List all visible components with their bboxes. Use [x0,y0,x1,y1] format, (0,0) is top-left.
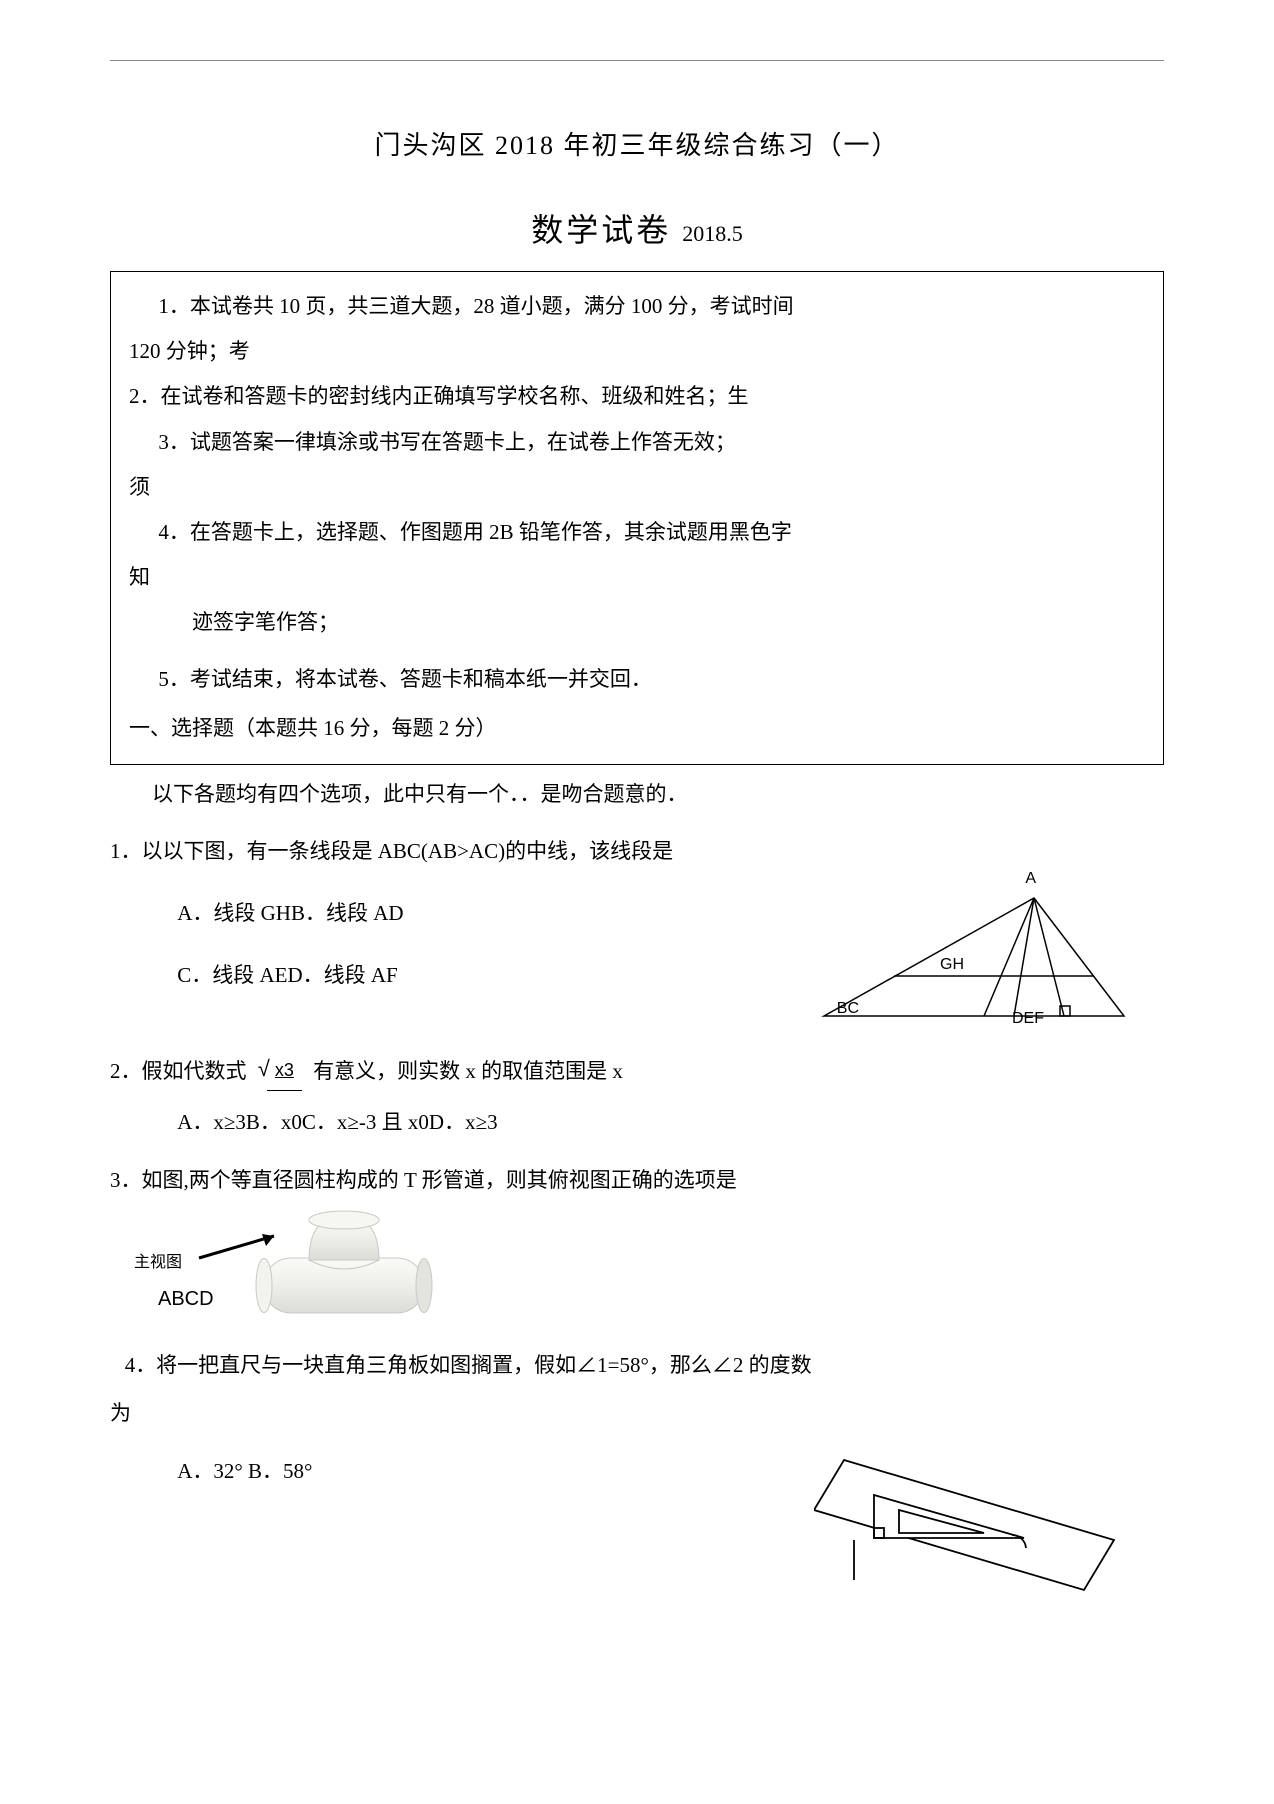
instr-line-4b: 迹签字笔作答； [129,600,1145,645]
q1-optB: B．线段 AD [291,901,404,925]
instr-side-zhi: 知 [129,555,1145,600]
q2-stem: 2．假如代数式 √x3 有意义，则实数 x 的取值范围是 x [110,1052,1164,1094]
title-main: 门头沟区 2018 年初三年级综合练习（一） [110,121,1164,170]
ruler-triangle-icon [814,1440,1134,1610]
q4-stem: 4．将一把直尺与一块直角三角板如图搁置，假如∠1=58°，那么∠2 的度数 [110,1346,1164,1386]
spacer [129,645,1145,657]
q1-optC: C．线段 AE [177,963,287,987]
title-date: 2018.5 [682,221,743,246]
section1-heading: 一、选择题（本题共 16 分，每题 2 分） [129,706,1145,751]
q3-view-label: 主视图 [134,1248,182,1278]
q1-stem: 1．以以下图，有一条线段是 ABC(AB>AC)的中线，该线段是 [110,832,1164,872]
tri-label-A: A [1025,864,1036,894]
q3-stem: 3．如图,两个等直径圆柱构成的 T 形管道，则其俯视图正确的选项是 [110,1161,1164,1201]
q2-opts: A．x≥3B．x0C．x≥-3 且 x0D．x≥3 [110,1103,1164,1143]
tri-label-GH: GH [940,950,964,980]
instr-line-4: 4．在答题卡上，选择题、作图题用 2B 铅笔作答，其余试题用黑色字 [129,510,1145,555]
q2: 2．假如代数式 √x3 有意义，则实数 x 的取值范围是 x A．x≥3B．x0… [110,1052,1164,1142]
q2-stem-b: 有意义，则实数 x 的取值范围是 x [313,1059,623,1083]
q3: 3．如图,两个等直径圆柱构成的 T 形管道，则其俯视图正确的选项是 主视图 AB… [110,1161,1164,1329]
instr-line-5: 5．考试结束，将本试卷、答题卡和稿本纸一并交回． [129,657,1145,702]
tri-label-BC: BC [837,994,859,1024]
q2-stem-a: 2．假如代数式 [110,1059,247,1083]
page-rule-top [110,60,1164,61]
q3-abcd: ABCD [158,1280,214,1318]
q1-figure-wrap: A．线段 GHB．线段 AD C．线段 AED．线段 AF A GH BC DE… [110,894,1164,1034]
section1-intro: 以下各题均有四个选项，此中只有一个．．是吻合题意的． [110,775,1164,815]
q3-figure-wrap: 主视图 ABCD [134,1208,1164,1328]
q4-stem-b: 为 [110,1394,1164,1434]
instr-line-1a: 1．本试卷共 10 页，共三道大题，28 道小题，满分 100 分，考试时间 [129,284,1145,329]
q4: 4．将一把直尺与一块直角三角板如图搁置，假如∠1=58°，那么∠2 的度数 为 … [110,1346,1164,1622]
instruction-box: 1．本试卷共 10 页，共三道大题，28 道小题，满分 100 分，考试时间 1… [110,271,1164,764]
q2-fraction: √x3 [258,1048,302,1090]
instr-line-3: 3．试题答案一律填涂或书写在答题卡上，在试卷上作答无效； [129,420,1145,465]
instr-line-1b: 120 分钟；考 [129,329,1145,374]
tri-label-DEF: DEF [1012,1004,1044,1034]
q4-figure-wrap: A．32° B．58° [110,1452,1164,1622]
instr-side-su: 须 [129,465,1145,510]
q2-frac-num: x3 [267,1053,302,1090]
q1-optD: D．线段 AF [287,963,397,987]
instr-line-2: 2．在试卷和答题卡的密封线内正确填写学校名称、班级和姓名；生 [129,374,1145,419]
title-sub: 数学试卷 2018.5 [110,200,1164,261]
pipe-icon [254,1208,434,1323]
title-sub-text: 数学试卷 [531,212,671,248]
q1: 1．以以下图，有一条线段是 ABC(AB>AC)的中线，该线段是 A．线段 GH… [110,832,1164,1034]
q1-optA: A．线段 GH [177,901,291,925]
